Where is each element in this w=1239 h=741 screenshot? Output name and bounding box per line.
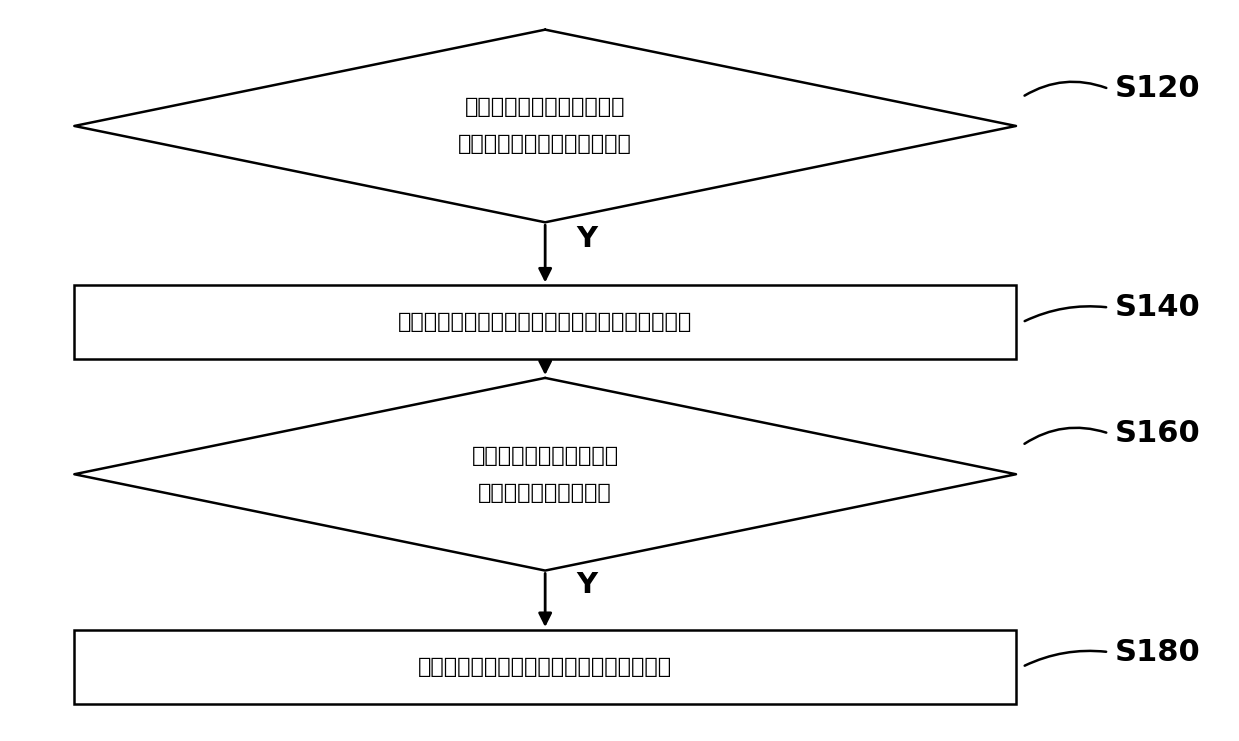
Text: S120: S120 (1115, 74, 1201, 104)
Text: 与正极和负极接收线对应连通: 与正极和负极接收线对应连通 (458, 135, 632, 154)
Text: S160: S160 (1115, 419, 1201, 448)
Bar (74, 630, 1016, 704)
Text: Y: Y (576, 225, 597, 253)
Bar (74, 285, 1016, 359)
Text: 检测正极充电线上的电压: 检测正极充电线上的电压 (472, 446, 618, 465)
Text: Y: Y (576, 571, 597, 599)
Text: S140: S140 (1115, 293, 1201, 322)
Text: 是否大于电池包的电压: 是否大于电池包的电压 (478, 483, 612, 502)
Text: 控制接收控制开关闭合，对电池包进行充电: 控制接收控制开关闭合，对电池包进行充电 (418, 657, 673, 677)
Text: 控制充电控制开关闭合，使正极和负极接收线上电: 控制充电控制开关闭合，使正极和负极接收线上电 (398, 313, 693, 332)
Text: S180: S180 (1115, 637, 1201, 667)
Text: 检测正极和负极充电线是否: 检测正极和负极充电线是否 (465, 98, 626, 117)
